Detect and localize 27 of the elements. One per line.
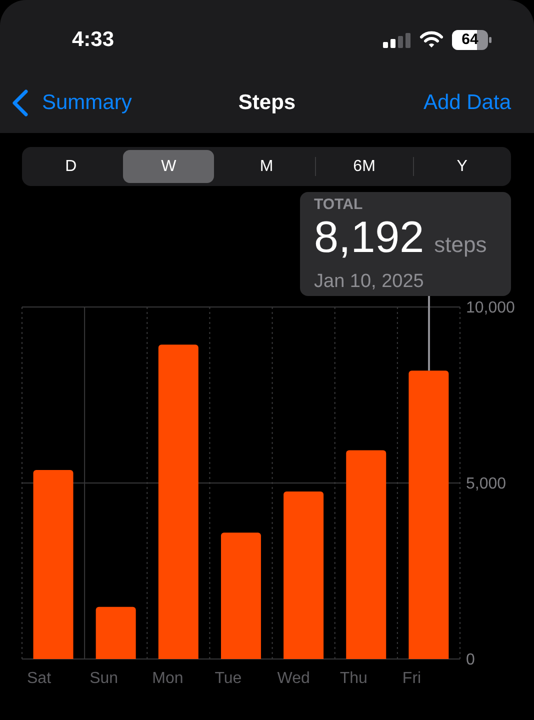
annotation: 8,192: [314, 213, 424, 262]
text: steps: [434, 232, 487, 257]
bar: [408, 370, 449, 659]
bar: [158, 344, 198, 659]
text: TOTAL: [314, 196, 363, 214]
bar: [33, 470, 74, 659]
y-tick-label: 0: [466, 652, 475, 669]
text: 4:33: [72, 28, 114, 52]
y-tick-label: 5,000: [466, 476, 506, 493]
x-tick-label: Thu: [340, 670, 368, 687]
x-tick-label: Tue: [214, 670, 242, 687]
y-tick-label: 10,000: [466, 300, 516, 317]
segmented-control: D W M 6M Y: [22, 147, 511, 186]
text: Add Data: [423, 90, 511, 116]
bar: [96, 606, 136, 659]
x-tick-label: Fri: [402, 670, 422, 687]
bar: [346, 450, 386, 659]
x-tick-label: Wed: [277, 670, 310, 687]
bar: [220, 532, 261, 659]
x-tick-label: Mon: [152, 670, 184, 687]
text: Jan 10, 2025: [314, 271, 424, 293]
x-tick-label: Sun: [90, 670, 118, 687]
text: 64: [452, 31, 488, 49]
chart-title: Steps: [238, 91, 296, 114]
bar: [284, 491, 324, 659]
text: Summary: [42, 90, 132, 116]
x-tick-label: Sat: [27, 670, 52, 687]
